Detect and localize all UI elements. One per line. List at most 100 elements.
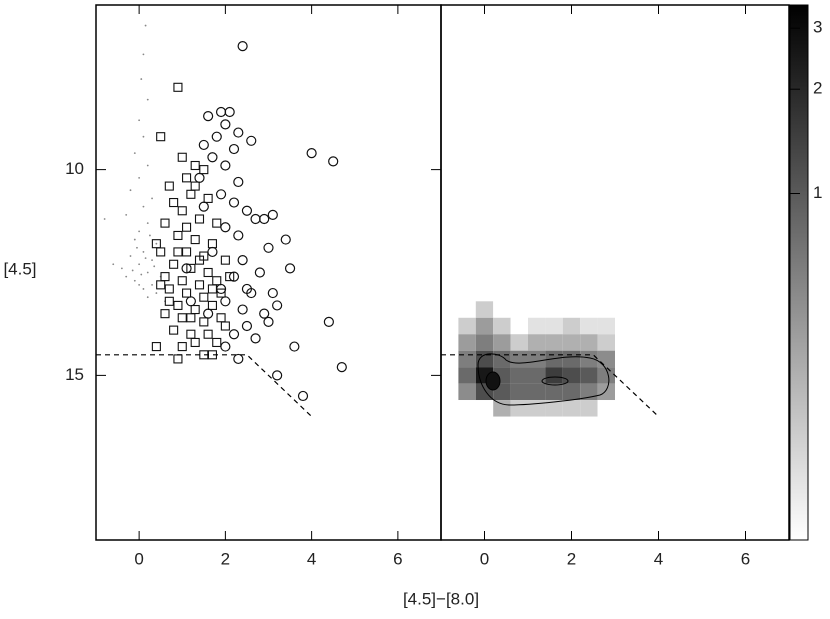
square-point — [190, 181, 200, 191]
square-point — [207, 284, 217, 294]
x-tick-label: 6 — [393, 549, 402, 568]
dot-point — [153, 265, 156, 268]
circle-point — [233, 353, 244, 365]
density-cell — [528, 334, 546, 351]
circle-point — [272, 300, 283, 311]
density-cell — [510, 383, 528, 401]
density-cell — [580, 350, 598, 368]
dot-point — [146, 164, 149, 167]
density-cell — [615, 350, 633, 368]
square-point — [190, 160, 200, 171]
density-cell — [458, 350, 476, 368]
circle-point — [241, 283, 253, 295]
circle-point — [246, 135, 257, 146]
dot-point — [146, 271, 149, 274]
density-cell — [493, 301, 511, 318]
square-point — [190, 235, 200, 245]
dot-point — [142, 53, 145, 56]
circle-point — [237, 41, 248, 52]
density-cell — [562, 301, 581, 318]
square-point — [177, 276, 187, 286]
square-point — [173, 247, 183, 257]
dot-point — [151, 259, 153, 262]
square-point — [164, 284, 174, 294]
circle-point — [220, 160, 231, 171]
dot-point — [140, 273, 143, 276]
square-point — [182, 288, 192, 298]
dot-point — [112, 263, 115, 266]
colorbar-tick-label: 1 — [813, 183, 822, 202]
density-cell — [528, 383, 546, 401]
square-point — [194, 214, 205, 224]
panel-frame — [440, 4, 790, 541]
dot-point — [133, 152, 136, 155]
circle-point — [194, 172, 205, 183]
selection-line — [96, 354, 313, 417]
dot-point — [136, 246, 138, 249]
x-axis-label: [4.5]−[8.0] — [403, 589, 479, 608]
density-cell — [493, 400, 511, 417]
density-cell — [510, 317, 528, 335]
square-point — [203, 193, 213, 203]
square-point — [151, 342, 161, 352]
circle-point — [220, 222, 231, 233]
square-point — [199, 317, 209, 327]
square-point — [160, 309, 170, 319]
density-cell — [545, 400, 563, 417]
contour — [485, 371, 501, 391]
circle-point — [259, 213, 270, 225]
density-cell — [458, 400, 476, 417]
density-cell — [510, 400, 528, 417]
square-point — [190, 337, 200, 348]
circle-point — [263, 316, 274, 327]
x-tick-label: 0 — [480, 549, 489, 568]
dot-point — [138, 119, 141, 122]
square-point — [225, 272, 235, 282]
square-point — [182, 222, 192, 232]
circle-point — [220, 296, 231, 307]
density-cell — [580, 367, 598, 384]
density-cell — [597, 367, 615, 384]
density-cell — [458, 383, 476, 401]
circle-point — [203, 111, 214, 122]
circle-point — [241, 320, 253, 332]
square-point — [203, 329, 213, 339]
dot-point — [125, 213, 128, 216]
density-cell — [615, 367, 633, 384]
circle-point — [215, 106, 227, 118]
dot-point — [125, 275, 128, 278]
square-point — [160, 218, 170, 228]
density-cell — [545, 383, 563, 401]
dot-point — [151, 283, 153, 286]
density-cell — [615, 301, 633, 318]
density-cell — [545, 367, 563, 384]
y-axis-label: [4.5] — [3, 259, 36, 278]
circle-point — [185, 296, 196, 307]
circle-point — [241, 205, 253, 216]
density-cell — [458, 367, 476, 384]
density-cell — [458, 301, 476, 318]
dot-point — [155, 242, 158, 245]
density-cell — [615, 334, 633, 351]
circle-point — [263, 242, 274, 253]
x-tick-label: 2 — [567, 549, 576, 568]
dot-point — [138, 283, 141, 286]
circle-point — [203, 308, 214, 319]
square-point — [177, 342, 187, 352]
circle-point — [336, 362, 347, 373]
square-point — [164, 296, 174, 306]
x-tick-label: 4 — [307, 549, 316, 568]
density-cell — [510, 350, 528, 368]
dot-point — [155, 292, 158, 294]
y-tick-label: 10 — [65, 159, 84, 178]
dot-point — [146, 98, 149, 101]
density-cell — [562, 367, 581, 384]
circle-point — [181, 263, 192, 274]
square-point — [207, 300, 217, 310]
dot-point — [151, 197, 153, 200]
density-cell — [597, 317, 615, 335]
square-point — [207, 239, 217, 249]
density-cell — [580, 317, 598, 335]
